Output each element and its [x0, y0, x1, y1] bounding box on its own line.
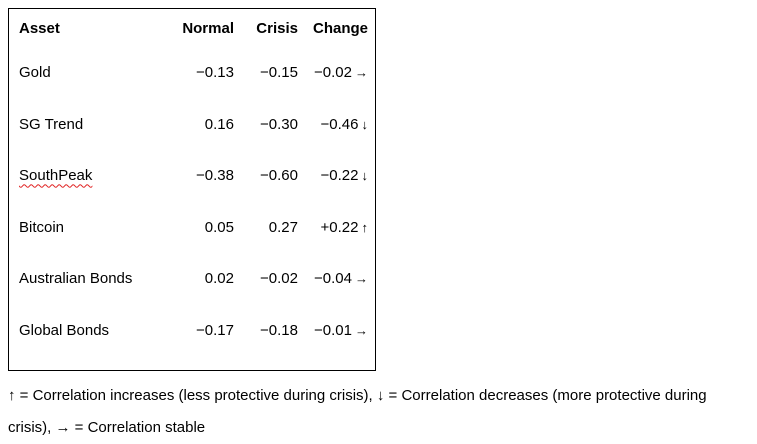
arrow-right-icon: → [355, 271, 368, 287]
crisis-value: −0.15 [260, 64, 298, 82]
table-row: Gold −0.13 −0.15 −0.02 → [19, 47, 368, 99]
change-value: −0.01 [314, 321, 352, 339]
change-cell: −0.01 → [298, 305, 368, 357]
arrow-right-icon: → [355, 65, 368, 81]
change-cell: +0.22 ↑ [298, 202, 368, 254]
change-value: −0.04 [314, 270, 352, 288]
change-value: −0.22 [320, 167, 359, 185]
asset-name: Global Bonds [19, 321, 110, 339]
normal-value: 0.02 [204, 270, 234, 288]
normal-value: −0.17 [196, 321, 234, 339]
header-normal: Normal [182, 19, 234, 37]
crisis-value: −0.18 [260, 321, 298, 339]
change-cell: −0.22 ↓ [298, 150, 368, 202]
crisis-value: −0.30 [260, 115, 298, 133]
normal-value: 0.05 [204, 218, 234, 236]
asset-name: Australian Bonds [19, 270, 133, 288]
asset-name-cell: SouthPeak [19, 150, 165, 202]
crisis-value: −0.02 [260, 270, 298, 288]
change-cell: −0.02 → [298, 47, 368, 99]
change-cell: −0.46 ↓ [298, 99, 368, 151]
arrow-down-icon: ↓ [361, 168, 369, 184]
change-value: −0.46 [320, 115, 359, 133]
asset-name: Gold [19, 64, 51, 82]
crisis-value: 0.27 [268, 218, 298, 236]
asset-name: SG Trend [19, 115, 84, 133]
table-row: SouthPeak −0.38 −0.60 −0.22 ↓ [19, 150, 368, 202]
crisis-value: −0.60 [260, 167, 298, 185]
table-header-row: Asset Normal Crisis Change [19, 9, 368, 47]
table-row: Global Bonds −0.17 −0.18 −0.01 → [19, 305, 368, 357]
table-row: Bitcoin 0.05 0.27 +0.22 ↑ [19, 202, 368, 254]
change-value: +0.22 [320, 218, 359, 236]
table-row: SG Trend 0.16 −0.30 −0.46 ↓ [19, 99, 368, 151]
header-change: Change [312, 19, 368, 37]
header-crisis: Crisis [256, 19, 298, 37]
normal-value: 0.16 [204, 115, 234, 133]
correlation-table: Asset Normal Crisis Change Gold −0.13 −0… [19, 9, 368, 356]
change-cell: −0.04 → [298, 253, 368, 305]
asset-name: SouthPeak [19, 167, 93, 185]
arrow-up-icon: ↑ [361, 219, 369, 235]
normal-value: −0.13 [196, 64, 234, 82]
arrow-right-icon: → [355, 322, 368, 338]
change-value: −0.02 [314, 64, 352, 82]
correlation-table-frame: Asset Normal Crisis Change Gold −0.13 −0… [8, 8, 376, 371]
arrow-down-icon: ↓ [361, 116, 369, 132]
header-asset: Asset [19, 19, 60, 37]
legend-footnote: ↑ = Correlation increases (less protecti… [8, 387, 707, 436]
normal-value: −0.38 [196, 167, 234, 185]
table-row: Australian Bonds 0.02 −0.02 −0.04 → [19, 253, 368, 305]
asset-name: Bitcoin [19, 218, 65, 236]
